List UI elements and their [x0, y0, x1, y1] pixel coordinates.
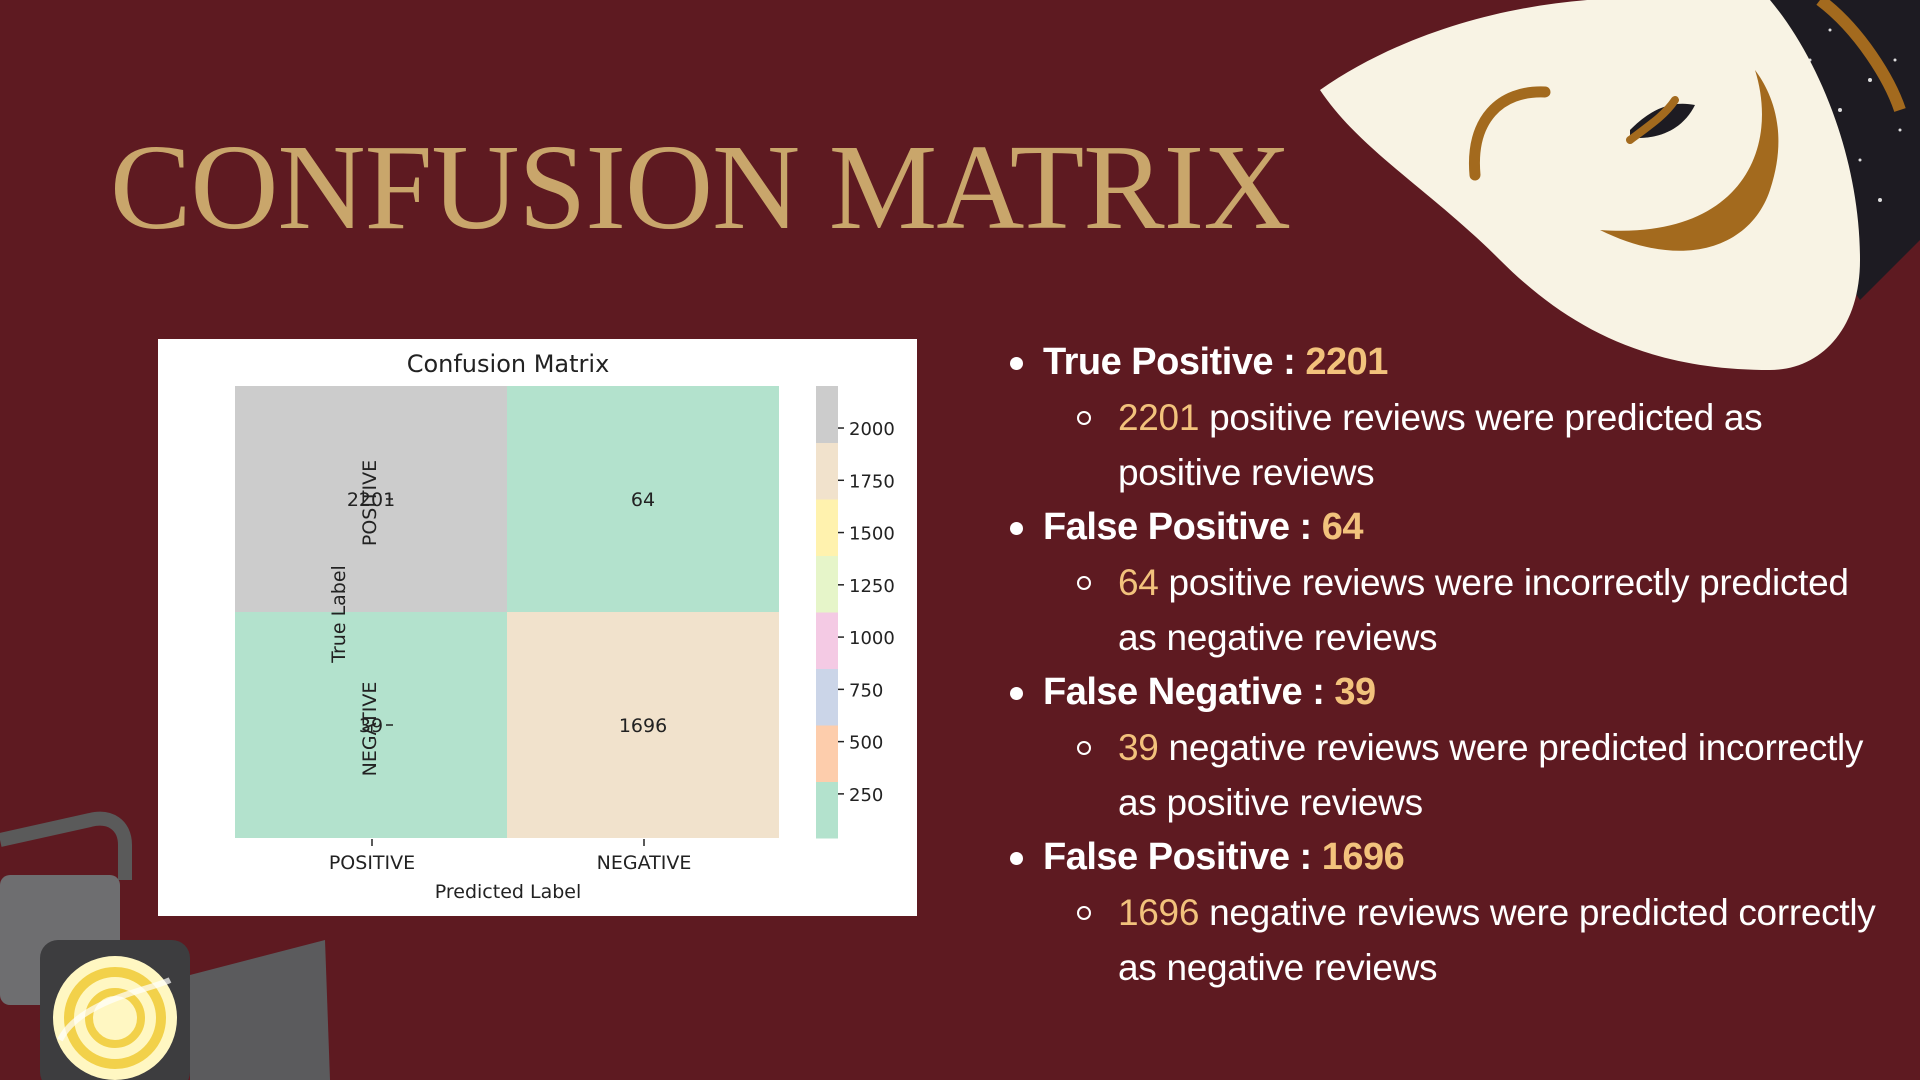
colorbar-segment: [816, 555, 838, 613]
sub-bullet-ring: [1077, 576, 1091, 590]
colorbar-segment: [816, 442, 838, 500]
sub-bullet-value: 1696: [1118, 892, 1200, 933]
heatmap-cell-label: 1696: [619, 715, 667, 737]
sub-bullet-item: 1696 negative reviews were predicted cor…: [1008, 885, 1888, 995]
bullet-dot: [1010, 357, 1023, 370]
x-tick-positive: POSITIVE: [329, 852, 415, 874]
bullet-heading: False Positive : 64: [1043, 500, 1888, 555]
sub-bullet-item: 39 negative reviews were predicted incor…: [1008, 720, 1888, 830]
chart-title: Confusion Matrix: [407, 350, 610, 378]
slide-title: CONFUSION MATRIX: [110, 120, 1291, 255]
colorbar-segment: [816, 612, 838, 669]
y-tick-positive: POSITIVE: [359, 460, 381, 546]
colorbar-tick-label: 2000: [849, 419, 895, 440]
heatmap-cell: [507, 612, 779, 838]
colorbar-tick-label: 1250: [849, 576, 895, 597]
sub-bullet-text: 64 positive reviews were incorrectly pre…: [1118, 555, 1888, 665]
bullet-value: 2201: [1305, 341, 1388, 383]
x-axis-label: Predicted Label: [435, 881, 582, 903]
bullet-dot: [1010, 852, 1023, 865]
heatmap-cell-label: 64: [631, 489, 655, 511]
heatmap-cell-label: 39: [359, 715, 383, 737]
bullet-value: 64: [1321, 506, 1364, 548]
stage-spotlight-icon: [0, 811, 330, 1080]
colorbar-tick-label: 1000: [849, 628, 895, 649]
sub-bullet-text: 1696 negative reviews were predicted cor…: [1118, 885, 1888, 995]
colorbar-segment: [816, 499, 838, 556]
sub-bullet-ring: [1077, 411, 1091, 425]
bullet-value: 1696: [1321, 836, 1405, 878]
colorbar-tick-label: 500: [849, 733, 883, 754]
bullet-label: False Positive :: [1043, 836, 1322, 878]
sub-bullet-description: positive reviews were incorrectly predic…: [1118, 562, 1849, 658]
colorbar-tick-label: 750: [849, 680, 883, 701]
sub-bullet-ring: [1077, 906, 1091, 920]
colorbar: [816, 386, 838, 839]
colorbar-tick-label: 250: [849, 785, 883, 806]
y-axis-label: True Label: [328, 565, 350, 664]
sub-bullet-value: 2201: [1118, 397, 1200, 438]
bullet-value: 39: [1334, 671, 1376, 713]
bullet-label: False Negative :: [1043, 671, 1335, 713]
sub-bullet-value: 64: [1118, 562, 1159, 603]
sub-bullet-ring: [1077, 741, 1091, 755]
bullet-label: False Positive :: [1043, 506, 1322, 548]
x-tick-negative: NEGATIVE: [597, 852, 692, 874]
bullet-item: True Positive : 2201: [1008, 335, 1888, 390]
bullet-heading: True Positive : 2201: [1043, 335, 1888, 390]
theater-mask-icon: [1320, 0, 1920, 370]
bullet-dot: [1010, 522, 1023, 535]
bullet-dot: [1010, 687, 1023, 700]
sub-bullet-text: 2201 positive reviews were predicted as …: [1118, 390, 1888, 500]
heatmap-cell: [235, 386, 507, 612]
bullet-item: False Positive : 1696: [1008, 830, 1888, 885]
bullet-item: False Positive : 64: [1008, 500, 1888, 555]
colorbar-segment: [816, 668, 838, 726]
colorbar-tick-label: 1750: [849, 471, 895, 492]
sub-bullet-description: positive reviews were predicted as posit…: [1118, 397, 1763, 493]
y-tick-negative: NEGATIVE: [359, 682, 381, 777]
colorbar-segment: [816, 386, 838, 443]
sub-bullet-value: 39: [1118, 727, 1159, 768]
colorbar-segment: [816, 725, 838, 782]
bullet-heading: False Negative : 39: [1043, 665, 1888, 720]
sub-bullet-text: 39 negative reviews were predicted incor…: [1118, 720, 1888, 830]
heatmap-cell: [235, 612, 507, 838]
bullet-item: False Negative : 39: [1008, 665, 1888, 720]
sub-bullet-item: 64 positive reviews were incorrectly pre…: [1008, 555, 1888, 665]
sub-bullet-description: negative reviews were predicted incorrec…: [1118, 727, 1864, 823]
sub-bullet-item: 2201 positive reviews were predicted as …: [1008, 390, 1888, 500]
bullet-heading: False Positive : 1696: [1043, 830, 1888, 885]
bullet-label: True Positive :: [1043, 341, 1306, 383]
sub-bullet-description: negative reviews were predicted correctl…: [1118, 892, 1876, 988]
heatmap-cell-label: 2201: [347, 489, 395, 511]
heatmap-cell: [507, 386, 779, 612]
colorbar-tick-label: 1500: [849, 524, 895, 545]
confusion-matrix-chart: Confusion Matrix 2201 64 39 1696 POSITIVE N…: [158, 339, 917, 916]
bullet-list: True Positive : 2201 2201 positive revie…: [1008, 335, 1888, 995]
colorbar-segment: [816, 781, 838, 839]
